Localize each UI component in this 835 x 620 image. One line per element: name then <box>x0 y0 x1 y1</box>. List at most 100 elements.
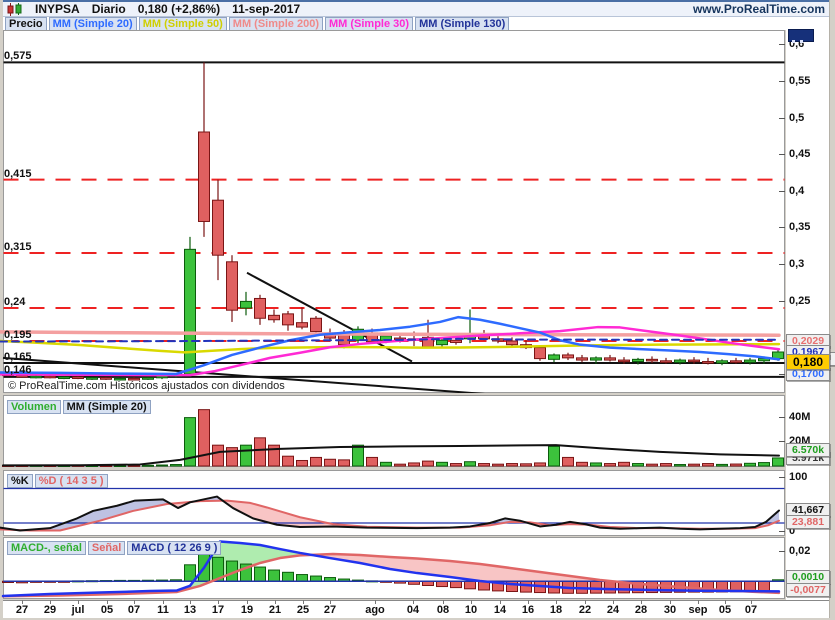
date-axis-label: 24 <box>606 604 620 616</box>
last-price-and-change: 0,180 (+2,86%) <box>137 2 221 16</box>
window-bottom-border <box>0 618 835 620</box>
candlestick-icon <box>7 2 23 16</box>
stochastic-chart-canvas[interactable] <box>0 470 785 536</box>
ma-simple-50-button[interactable]: MM (Simple 50) <box>138 16 227 31</box>
price-axis-label: 0,35 <box>789 221 811 233</box>
date-tick <box>585 600 586 604</box>
macd-histogram-button[interactable]: MACD-, señal <box>7 541 86 555</box>
title-bar: INYPSA Diario 0,180 (+2,86%) 11-sep-2017… <box>3 2 829 17</box>
date-axis-label: 18 <box>549 604 563 616</box>
ma-simple-130-button[interactable]: MM (Simple 130) <box>415 16 510 31</box>
date-tick <box>275 600 276 604</box>
macd-signal-button[interactable]: Señal <box>87 541 126 555</box>
date-tick <box>698 600 699 604</box>
axis-tick <box>779 118 785 119</box>
ma-simple-200-button[interactable]: MM (Simple 200) <box>228 16 323 31</box>
price-level-label: 0,146 <box>4 364 32 376</box>
date-axis-label: 28 <box>634 604 648 616</box>
date-tick <box>190 600 191 604</box>
price-level-label: 0,315 <box>4 241 32 253</box>
date-tick <box>471 600 472 604</box>
date-axis-label: 29 <box>43 604 57 616</box>
axis-tick <box>779 417 785 418</box>
copyright-note: © ProRealTime.com Históricos ajustados c… <box>8 380 285 392</box>
price-level-label: 0,415 <box>4 168 32 180</box>
date-tick <box>107 600 108 604</box>
axis-tick <box>779 477 785 478</box>
stochastic-axis-label: 0 <box>789 525 796 537</box>
date-tick <box>134 600 135 604</box>
price-chart-canvas[interactable] <box>0 30 785 393</box>
price-axis-label: 0,5 <box>789 112 805 124</box>
date-tick <box>22 600 23 604</box>
date-axis-label: 11 <box>157 604 169 616</box>
axis-tick <box>779 551 785 552</box>
stochastic-value-tag: 41,667 <box>786 503 830 517</box>
volume-ma20-button[interactable]: MM (Simple 20) <box>62 400 151 414</box>
volume-value-tag: 6.570k <box>786 443 830 457</box>
stochastic-axis-label: 100 <box>789 471 808 483</box>
axis-tick <box>779 227 785 228</box>
timeframe-label: Diario <box>91 2 126 16</box>
axis-tick <box>779 264 785 265</box>
website-link[interactable]: www.ProRealTime.com <box>692 2 825 16</box>
axis-tick <box>779 154 785 155</box>
window-right-border <box>829 0 835 620</box>
date-tick <box>78 600 79 604</box>
date-tick <box>528 600 529 604</box>
date-tick <box>751 600 752 604</box>
date-tick <box>303 600 304 604</box>
stochastic-value-tag: 23,881 <box>786 515 830 529</box>
date-tick <box>218 600 219 604</box>
axis-tick <box>779 531 785 532</box>
stochastic-d-button[interactable]: %D ( 14 3 5 ) <box>34 474 108 488</box>
date-axis-label: 04 <box>406 604 420 616</box>
date-axis-label: 17 <box>211 604 225 616</box>
date-tick <box>50 600 51 604</box>
axis-tick <box>779 374 785 375</box>
price-value-tag: 0,180 <box>786 354 830 370</box>
axis-tick <box>779 81 785 82</box>
macd-value-tag: -0,0077 <box>786 583 830 597</box>
date-axis-label: 05 <box>718 604 732 616</box>
date-axis-label: 27 <box>323 604 337 616</box>
date-tick <box>641 600 642 604</box>
volume-button[interactable]: Volumen <box>7 400 61 414</box>
stochastic-chip-row: %K %D ( 14 3 5 ) <box>5 471 108 489</box>
volume-panel[interactable] <box>3 395 785 467</box>
date-tick <box>613 600 614 604</box>
stochastic-panel[interactable] <box>3 470 785 536</box>
date-tick <box>556 600 557 604</box>
macd-chip-row: MACD-, señal Señal MACD ( 12 26 9 ) <box>5 538 222 556</box>
date-axis-label: sep <box>688 604 708 616</box>
date-tick <box>330 600 331 604</box>
date-tick <box>443 600 444 604</box>
ma-simple-20-button[interactable]: MM (Simple 20) <box>48 16 137 31</box>
window-top-border <box>0 0 835 2</box>
date-axis-label: ago <box>365 604 385 616</box>
macd-chart-canvas[interactable] <box>0 537 785 599</box>
date-axis-label: 14 <box>493 604 507 616</box>
indicator-chip-row: Precio MM (Simple 20) MM (Simple 50) MM (Si… <box>3 16 829 31</box>
date-axis-label: 07 <box>127 604 141 616</box>
axis-settings-button[interactable] <box>788 29 814 43</box>
macd-axis-label: 0,02 <box>789 545 811 557</box>
price-level-label: 0,24 <box>4 296 26 308</box>
volume-chart-canvas[interactable] <box>0 395 785 467</box>
date-axis-row[interactable] <box>3 600 829 619</box>
price-button[interactable]: Precio <box>5 16 47 31</box>
price-axis-label: 0,3 <box>789 258 805 270</box>
price-axis-label: 0,4 <box>789 185 805 197</box>
stochastic-k-button[interactable]: %K <box>7 474 33 488</box>
date-tick <box>413 600 414 604</box>
date-axis-label: 22 <box>578 604 592 616</box>
volume-chip-row: Volumen MM (Simple 20) <box>5 397 151 415</box>
ma-simple-30-button[interactable]: MM (Simple 30) <box>324 16 414 31</box>
axis-tick <box>779 441 785 442</box>
date-axis-label: 30 <box>663 604 677 616</box>
macd-line-button[interactable]: MACD ( 12 26 9 ) <box>127 541 222 555</box>
date-axis-label: 27 <box>15 604 29 616</box>
date-axis-label: 05 <box>100 604 114 616</box>
price-level-label: 0,575 <box>4 50 32 62</box>
